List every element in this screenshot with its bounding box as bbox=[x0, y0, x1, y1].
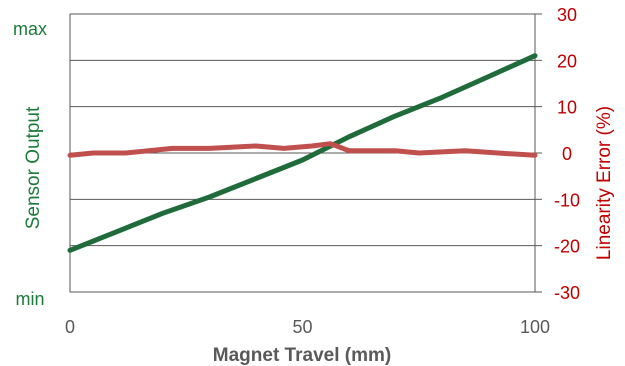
sensor-output-line bbox=[67, 53, 538, 253]
x-tick-label: 50 bbox=[292, 317, 312, 337]
x-tick-labels: 0 50 100 bbox=[65, 317, 550, 337]
linearity-error-line bbox=[67, 141, 538, 158]
right-tick-label: -20 bbox=[554, 237, 580, 257]
left-tick-min: min bbox=[15, 289, 44, 309]
series-lines bbox=[67, 53, 538, 253]
right-axis-label: Linearity Error (%) bbox=[594, 106, 615, 260]
right-tick-labels: 30 20 10 0 -10 -20 -30 bbox=[554, 5, 580, 303]
left-tick-max: max bbox=[13, 19, 47, 39]
right-tick-label: -10 bbox=[554, 190, 580, 210]
left-axis-label: Sensor Output bbox=[23, 106, 44, 229]
right-tick-label: 10 bbox=[557, 98, 577, 118]
right-tick-label: 0 bbox=[562, 144, 572, 164]
right-tick-label: -30 bbox=[554, 283, 580, 303]
right-tick-label: 30 bbox=[557, 5, 577, 25]
x-axis-label: Magnet Travel (mm) bbox=[213, 345, 391, 366]
right-tick-label: 20 bbox=[557, 51, 577, 71]
x-tick-label: 100 bbox=[520, 317, 550, 337]
x-tick-label: 0 bbox=[65, 317, 75, 337]
right-ticks bbox=[535, 13, 542, 293]
